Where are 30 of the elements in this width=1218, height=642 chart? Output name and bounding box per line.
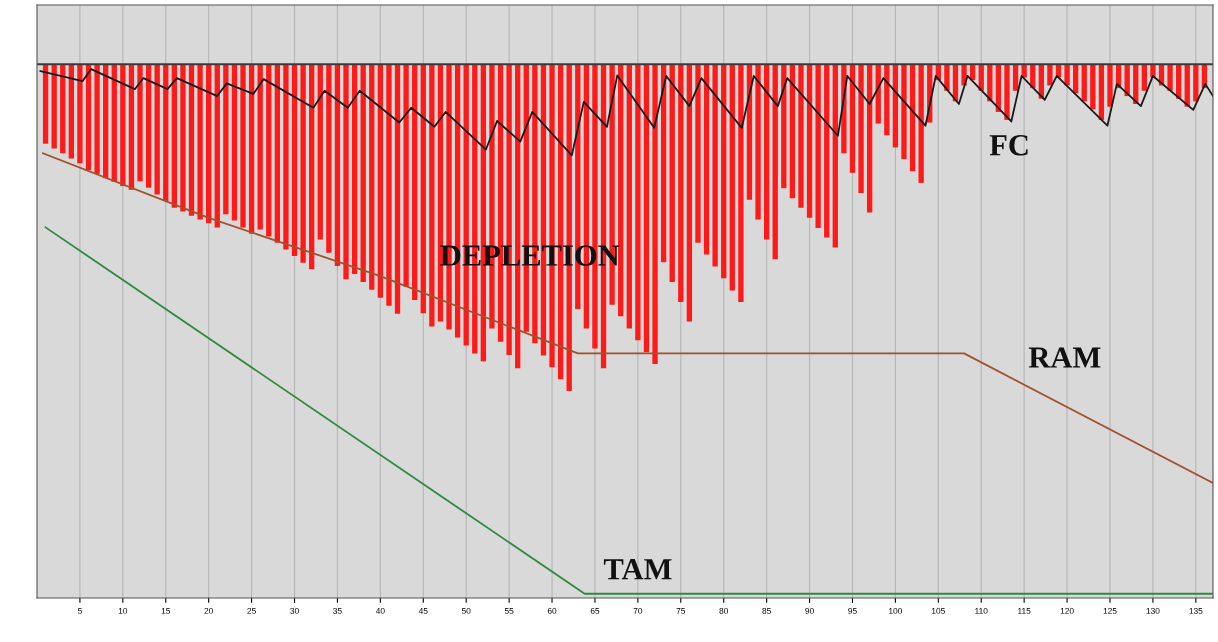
x-tick-label: 45 <box>418 608 428 614</box>
x-tick-label: 20 <box>204 607 213 614</box>
x-tick-label: 25 <box>247 607 256 614</box>
annotation: FC <box>989 135 1028 156</box>
x-tick-label: 105 <box>932 607 945 614</box>
x-tick-label: 115 <box>1018 608 1031 614</box>
x-tick-label: 90 <box>805 607 814 614</box>
x-tick-label: 10 <box>118 607 128 614</box>
x-tick-label: 40 <box>375 607 385 614</box>
x-tick-label: 130 <box>1146 607 1160 614</box>
x-tick-label: 70 <box>633 607 643 614</box>
x-tick-label: 135 <box>1189 607 1203 614</box>
x-tick-label: 30 <box>290 607 299 614</box>
x-tick-label: 95 <box>848 607 857 614</box>
annotation: TAM <box>603 559 672 580</box>
x-tick-label: 100 <box>889 607 903 614</box>
x-tick-label: 5 <box>77 608 82 614</box>
x-tick-label: 65 <box>590 607 600 614</box>
x-tick-label: 55 <box>504 608 514 614</box>
x-tick-label: 80 <box>719 607 729 614</box>
x-tick-label: 85 <box>762 607 771 614</box>
x-tick-label: 60 <box>547 607 557 614</box>
annotation: RAM <box>1028 347 1101 368</box>
x-tick-label: 50 <box>461 607 471 614</box>
x-tick-label: 120 <box>1060 607 1074 614</box>
x-tick-label: 110 <box>975 607 988 614</box>
x-tick-label: 75 <box>676 608 686 614</box>
x-tick-label: 15 <box>161 608 171 614</box>
x-tick-label: 125 <box>1103 607 1117 614</box>
x-tick-label: 35 <box>333 607 342 614</box>
